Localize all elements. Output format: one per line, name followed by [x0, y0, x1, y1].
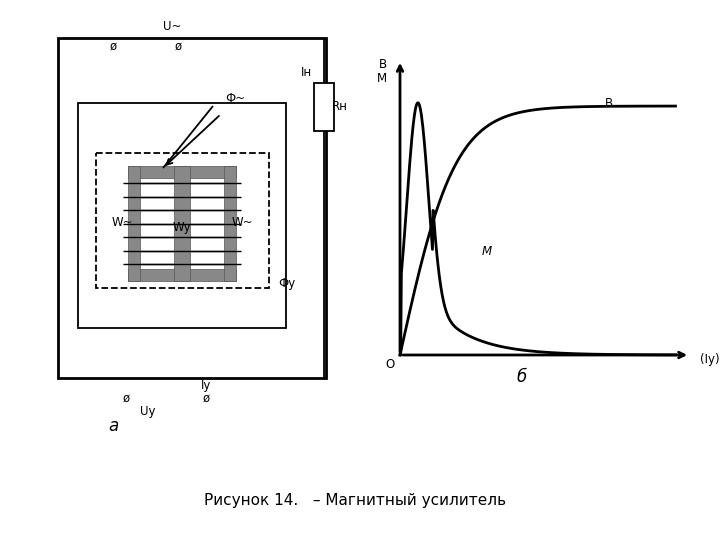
Text: М: М	[482, 245, 492, 258]
Bar	[128, 166, 236, 178]
Text: б: б	[517, 368, 527, 386]
Bar	[96, 153, 269, 288]
Text: а: а	[108, 417, 118, 435]
Text: Wу: Wу	[173, 221, 192, 234]
Text: ø: ø	[174, 39, 181, 52]
Text: Iн: Iн	[300, 66, 312, 79]
Text: Uу: Uу	[140, 404, 156, 417]
Bar	[128, 269, 236, 281]
Text: Rн: Rн	[332, 100, 348, 113]
Text: ø: ø	[109, 39, 117, 52]
Bar	[174, 166, 190, 281]
Text: W~: W~	[112, 217, 132, 230]
Bar	[58, 38, 326, 378]
Text: В: В	[605, 97, 613, 110]
Text: ø: ø	[122, 392, 130, 404]
Bar	[224, 166, 236, 281]
Text: Фу: Фу	[279, 276, 296, 289]
Text: В: В	[379, 58, 387, 71]
Text: Iу: Iу	[201, 380, 211, 393]
Text: W~: W~	[231, 217, 253, 230]
Bar	[314, 83, 334, 131]
Bar	[128, 166, 140, 281]
Text: Ф~: Ф~	[225, 91, 245, 105]
Text: М: М	[377, 71, 387, 84]
Text: О: О	[385, 359, 395, 372]
Text: U~: U~	[163, 19, 181, 32]
Bar	[78, 103, 286, 328]
Text: ø: ø	[202, 392, 210, 404]
Text: Рисунок 14.   – Магнитный усилитель: Рисунок 14. – Магнитный усилитель	[204, 492, 506, 508]
Text: (Iу): (Iу)	[700, 354, 720, 367]
